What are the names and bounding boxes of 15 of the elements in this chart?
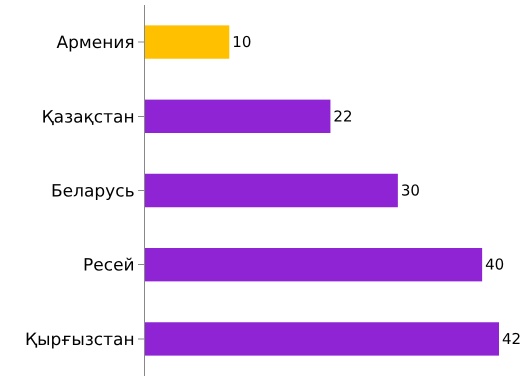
data-label: 30 <box>400 182 420 200</box>
bar <box>145 322 499 356</box>
y-tick-label: Армения <box>56 33 135 54</box>
data-label: 42 <box>502 330 522 348</box>
y-tick-label: Беларусь <box>50 181 135 202</box>
y-tick-label: Қырғызстан <box>25 330 135 350</box>
data-label: 40 <box>485 256 504 274</box>
bar <box>145 25 230 59</box>
bar <box>145 100 330 133</box>
bar <box>145 174 398 208</box>
y-tick-label: Ресей <box>83 256 135 276</box>
bar <box>145 248 482 282</box>
y-tick-label: Қазақстан <box>42 107 135 128</box>
data-label: 10 <box>232 33 252 52</box>
data-label: 22 <box>333 107 353 126</box>
